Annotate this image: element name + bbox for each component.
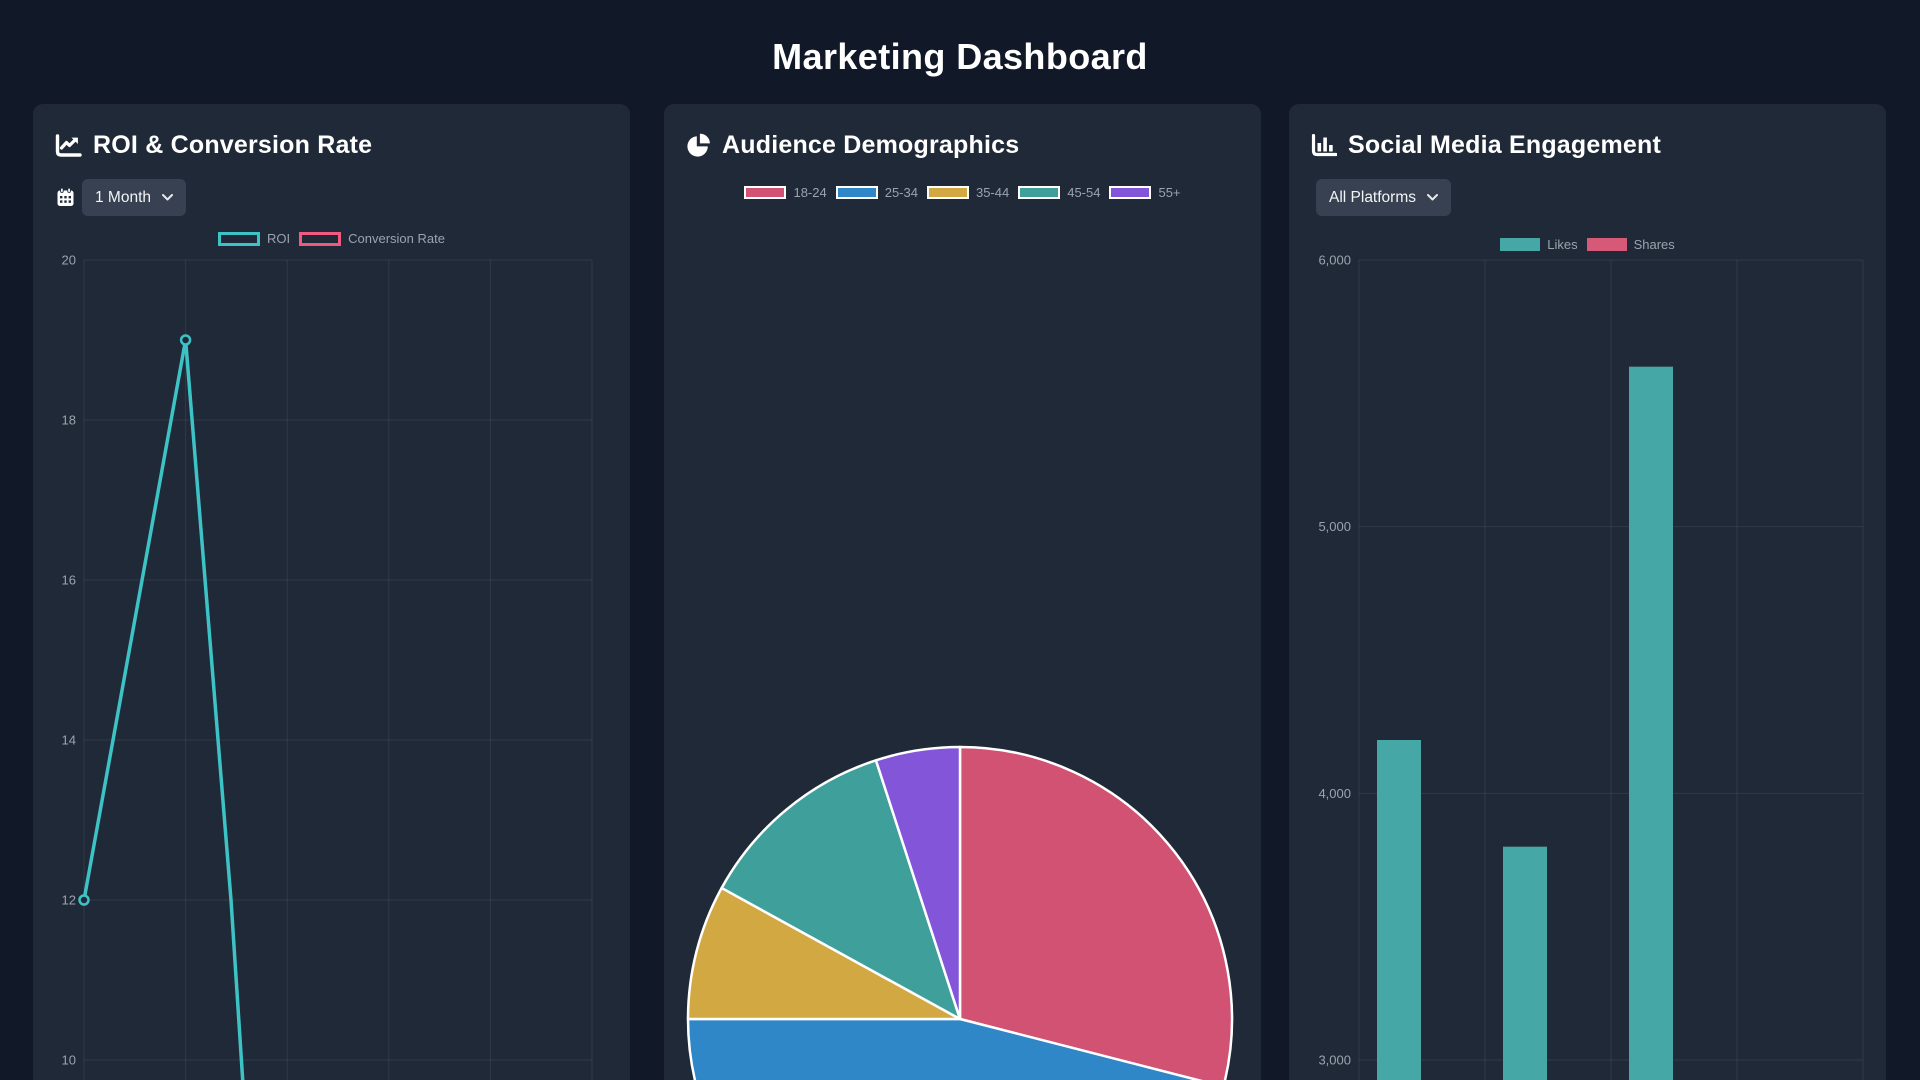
y-axis-tick-label: 18 — [62, 413, 76, 428]
chart-controls: All Platforms — [1316, 179, 1451, 216]
chart-pie-icon — [686, 133, 711, 158]
bar-likes — [1377, 740, 1421, 1080]
legend-label: Shares — [1633, 237, 1675, 252]
legend-label: 18-24 — [793, 185, 827, 200]
chart-bar-icon — [1311, 134, 1337, 157]
panel-header: ROI & Conversion Rate — [55, 131, 372, 160]
pie-slice-25-34 — [686, 1017, 1203, 1080]
page-title: Marketing Dashboard — [772, 36, 1148, 77]
chevron-down-icon — [1427, 194, 1438, 201]
chart-line-icon — [55, 133, 82, 158]
pie-slice-18-24 — [958, 745, 1234, 1080]
legend-label: ROI — [267, 231, 291, 246]
legend-item-35-44[interactable]: 35-44 — [926, 185, 1010, 200]
legend-label: Likes — [1547, 237, 1578, 252]
legend-swatch — [1018, 186, 1061, 199]
y-axis-tick-label: 16 — [62, 573, 76, 588]
pie-chart-legend: 18-24 25-34 35-44 45-54 55+ — [664, 185, 1261, 200]
roi-conversion-line-chart: 20 18 16 14 12 10 — [62, 253, 593, 1080]
y-axis-tick-label: 12 — [62, 893, 76, 908]
pie-slice-45-54 — [720, 759, 962, 1021]
data-point-marker — [78, 894, 90, 906]
panel-audience-demographics: Audience Demographics 18-24 25-34 35-44 45-… — [664, 104, 1261, 1080]
bar-chart-legend: Likes Shares — [1289, 237, 1886, 252]
y-axis-tick-label: 20 — [62, 253, 76, 268]
legend-item-18-24[interactable]: 18-24 — [744, 185, 827, 200]
legend-swatch — [835, 186, 878, 199]
legend-item-likes[interactable]: Likes — [1500, 237, 1578, 252]
selected-platform: All Platforms — [1329, 188, 1416, 206]
y-axis-tick-label: 14 — [62, 733, 76, 748]
legend-swatch — [1500, 238, 1541, 251]
legend-label: 35-44 — [975, 185, 1010, 200]
y-axis-tick-label: 10 — [62, 1053, 76, 1068]
panel-roi-conversion-rate: ROI & Conversion Rate 1 Month — [33, 104, 630, 1080]
line-chart-legend: ROI Conversion Rate — [33, 231, 630, 246]
audience-demographics-pie-chart — [686, 745, 1234, 1080]
legend-swatch — [1109, 186, 1152, 199]
calendar-icon — [57, 188, 74, 207]
roi-series-line — [82, 338, 245, 1080]
legend-label: Conversion Rate — [348, 231, 445, 246]
legend-label: 45-54 — [1067, 185, 1101, 200]
selected-time-range: 1 Month — [95, 188, 152, 206]
panel-title: ROI & Conversion Rate — [93, 131, 373, 159]
chevron-down-icon — [162, 194, 174, 201]
y-axis-tick-label: 6,000 — [1318, 253, 1351, 268]
legend-swatch — [218, 231, 261, 246]
panel-title: Social Media Engagement — [1348, 131, 1662, 159]
legend-item-45-54[interactable]: 45-54 — [1018, 185, 1100, 200]
y-axis-tick-label: 5,000 — [1318, 519, 1351, 534]
legend-swatch — [1586, 238, 1627, 251]
legend-item-roi[interactable]: ROI — [218, 231, 290, 246]
pie-slice-35-44 — [686, 886, 962, 1021]
legend-swatch — [299, 231, 342, 246]
y-axis-tick-label: 3,000 — [1318, 1053, 1351, 1068]
legend-label: 25-34 — [884, 185, 918, 200]
time-range-select[interactable]: 1 Month — [82, 179, 187, 216]
panel-header: Social Media Engagement — [1311, 131, 1661, 160]
legend-swatch — [926, 186, 969, 199]
data-point-marker — [179, 334, 192, 346]
panel-title: Audience Demographics — [722, 131, 1020, 159]
legend-label: 55+ — [1158, 185, 1181, 200]
pie-slice-55+ — [874, 745, 962, 1021]
legend-item-55+[interactable]: 55+ — [1109, 185, 1181, 200]
chart-controls: 1 Month — [57, 179, 187, 216]
legend-item-conversion-rate[interactable]: Conversion Rate — [299, 231, 445, 246]
legend-item-shares[interactable]: Shares — [1586, 237, 1675, 252]
y-axis-tick-label: 4,000 — [1318, 786, 1351, 801]
legend-item-25-34[interactable]: 25-34 — [835, 185, 918, 200]
bar-likes — [1503, 846, 1547, 1080]
social-engagement-bar-chart: 6,000 5,000 4,000 3,000 — [1318, 253, 1864, 1080]
panel-header: Audience Demographics — [686, 131, 1019, 160]
bar-likes — [1629, 366, 1673, 1080]
platform-select[interactable]: All Platforms — [1316, 179, 1451, 216]
panel-social-media-engagement: Social Media Engagement All Platforms Li… — [1289, 104, 1886, 1080]
legend-swatch — [744, 186, 787, 199]
